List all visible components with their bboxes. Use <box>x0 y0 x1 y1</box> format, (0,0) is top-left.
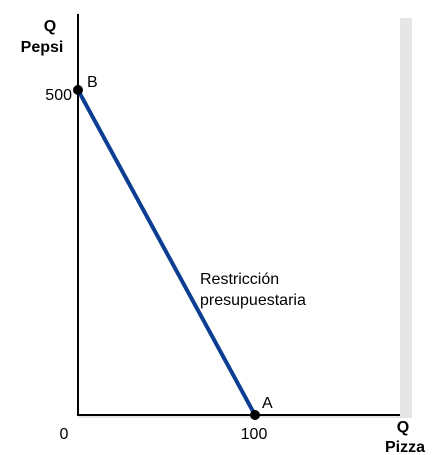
y-tick-label-500: 500 <box>45 87 72 104</box>
origin-label: 0 <box>60 426 69 443</box>
y-axis-title-pepsi: Pepsi <box>21 39 64 56</box>
right-shadow-band <box>400 18 412 418</box>
x-tick-label-100: 100 <box>241 426 268 443</box>
x-axis-title-pizza: Pizza <box>385 439 425 455</box>
annotation-line-2: presupuestaria <box>200 292 306 309</box>
y-axis-title-q: Q <box>44 18 56 35</box>
point-a-label: A <box>262 395 273 412</box>
point-b-label: B <box>87 74 98 91</box>
budget-constraint-line <box>76 89 257 416</box>
point-a-marker <box>250 410 260 420</box>
x-axis-title-q: Q <box>397 419 409 436</box>
annotation-line-1: Restricción <box>200 271 279 288</box>
point-b-marker <box>73 85 83 95</box>
